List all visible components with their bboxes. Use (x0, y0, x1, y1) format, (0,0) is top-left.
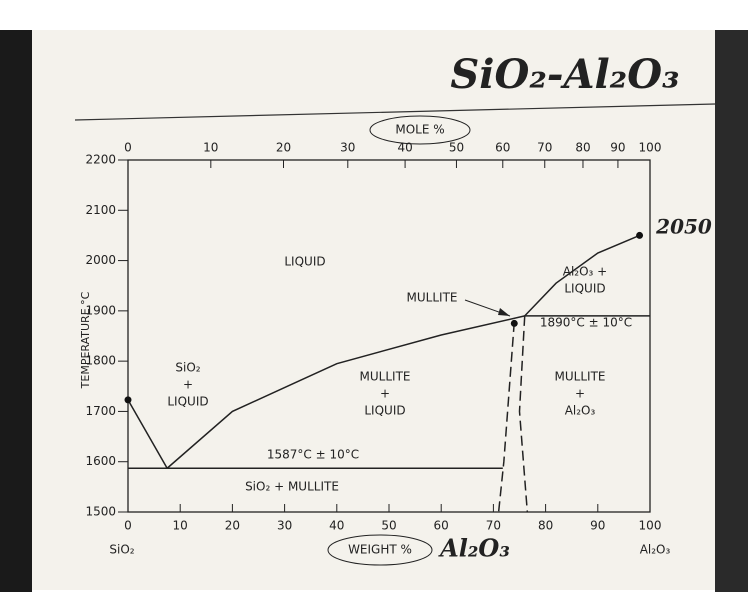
region-label: + (380, 387, 390, 401)
title-rule (74, 103, 716, 121)
x-tick-label: 20 (225, 519, 240, 533)
x-tick-label: 30 (277, 519, 292, 533)
x-end-label: SiO₂ (109, 543, 134, 557)
x-tick-label: 90 (590, 519, 605, 533)
x-tick-label: 10 (173, 519, 188, 533)
circle-mark (327, 534, 433, 566)
y-tick-label: 1800 (85, 354, 116, 368)
x2-tick-label: 80 (575, 141, 590, 155)
title: SiO₂-Al₂O₃ (450, 51, 679, 98)
x2-tick-label: 30 (340, 141, 355, 155)
photo-edge (0, 30, 32, 592)
x2-tick-label: 40 (397, 141, 412, 155)
annotation: 1890°C ± 10°C (540, 316, 632, 330)
region-label: SiO₂ (175, 361, 200, 375)
x2-axis-label: MOLE % (395, 123, 444, 137)
region-label: + (183, 378, 193, 392)
y-tick-label: 1900 (85, 303, 116, 317)
y-tick-label: 1600 (85, 454, 116, 468)
arrow-head (498, 308, 510, 316)
x-tick-label: 0 (124, 519, 132, 533)
y-tick-label: 2000 (85, 253, 116, 267)
x-tick-label: 80 (538, 519, 553, 533)
region-label: SiO₂ + MULLITE (245, 480, 339, 494)
region-label: LIQUID (564, 282, 605, 296)
point (636, 231, 644, 239)
x2-tick-label: 50 (449, 141, 464, 155)
region-label: + (575, 387, 585, 401)
region-label: LIQUID (167, 395, 208, 409)
annotation: MULLITE (407, 291, 458, 305)
y-tick-label: 1700 (85, 404, 116, 418)
x-tick-label: 100 (639, 519, 662, 533)
region-label: MULLITE (555, 370, 606, 384)
annotation: 2050 (655, 215, 712, 239)
photo-edge (715, 30, 748, 592)
boundary-line (127, 399, 168, 469)
boundary-line (497, 321, 516, 513)
paper (32, 30, 715, 590)
x-axis-note: Al₂O₃ (438, 534, 510, 563)
point (510, 319, 518, 327)
x-tick-label: 50 (381, 519, 396, 533)
x2-tick-label: 90 (610, 141, 625, 155)
x2-tick-label: 20 (276, 141, 291, 155)
x-axis-label: WEIGHT % (348, 543, 412, 557)
boundary-line (166, 315, 525, 469)
x2-tick-label: 70 (537, 141, 552, 155)
circle-mark (369, 115, 471, 145)
x2-tick-label: 0 (124, 141, 132, 155)
x2-tick-label: 10 (203, 141, 218, 155)
boundary-line (524, 234, 640, 317)
boundary-line (518, 315, 529, 513)
x2-tick-label: 100 (639, 141, 662, 155)
y-axis-label: TEMPERATURE °C (79, 291, 92, 389)
y-tick-label: 2100 (85, 203, 116, 217)
region-label: MULLITE (360, 370, 411, 384)
x-end-label: Al₂O₃ (640, 543, 671, 557)
region-label: LIQUID (364, 404, 405, 418)
region-label: Al₂O₃ (565, 404, 596, 418)
y-tick-label: 1500 (85, 505, 116, 519)
point (124, 396, 132, 404)
x-tick-label: 60 (434, 519, 449, 533)
x2-tick-label: 60 (495, 141, 510, 155)
x-tick-label: 70 (486, 519, 501, 533)
x-tick-label: 40 (329, 519, 344, 533)
region-label: LIQUID (284, 255, 325, 269)
region-label: Al₂O₃ + (563, 265, 607, 279)
annotation: 1587°C ± 10°C (267, 448, 359, 462)
y-tick-label: 2200 (85, 153, 116, 167)
